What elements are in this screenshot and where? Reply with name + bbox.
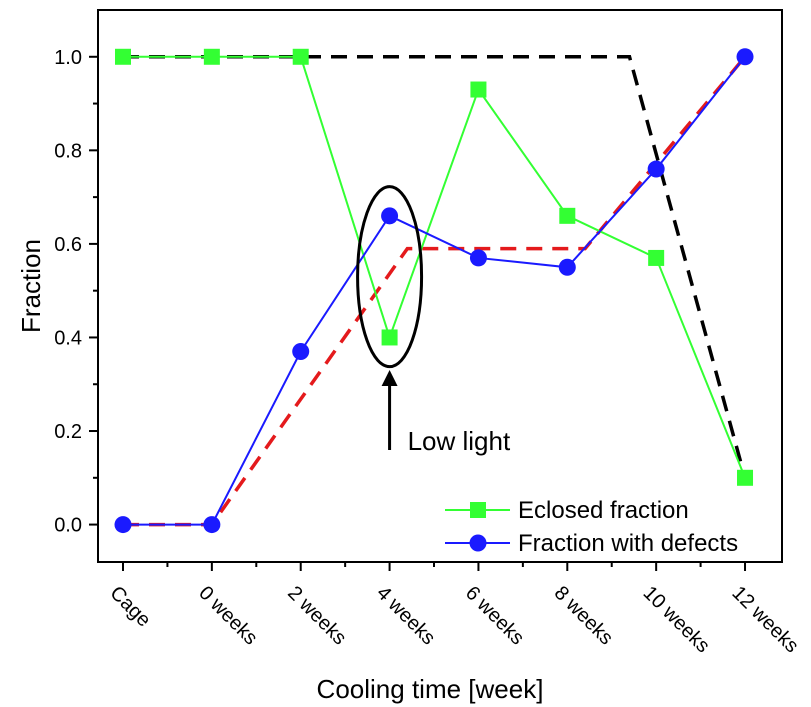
- x-tick-label: Cage: [105, 582, 154, 631]
- annotation-ellipse: [356, 185, 424, 369]
- data-point-defects: [736, 48, 754, 66]
- y-tick-label: 1.0: [54, 47, 82, 69]
- data-point-defects: [558, 258, 576, 276]
- y-tick-label: 0.2: [54, 421, 82, 443]
- data-point-defects: [647, 160, 665, 178]
- fit-line-eclosed: [123, 55, 747, 479]
- data-point-defects: [381, 207, 399, 225]
- legend-marker-defects: [469, 534, 487, 552]
- x-tick-label: 0 weeks: [194, 582, 261, 649]
- y-tick-label: 0.6: [54, 234, 82, 256]
- legend-label: Fraction with defects: [518, 530, 738, 557]
- data-point-eclosed: [292, 48, 309, 65]
- data-point-defects: [203, 516, 221, 534]
- data-point-eclosed: [381, 329, 398, 346]
- data-point-eclosed: [648, 249, 665, 266]
- x-axis-title: Cooling time [week]: [317, 674, 544, 704]
- x-tick-label: 8 weeks: [550, 582, 617, 649]
- plot-border: [97, 9, 783, 563]
- y-axis: 0.0 0.2 0.4 0.6 0.8 1.0: [54, 47, 98, 537]
- data-point-defects: [114, 516, 132, 534]
- y-axis-title: Fraction: [16, 239, 46, 333]
- x-tick-label: 2 weeks: [283, 582, 350, 649]
- series-layer: [114, 48, 754, 534]
- legend-marker-eclosed: [470, 502, 486, 518]
- series-line-1: [123, 56, 746, 526]
- legend-label: Eclosed fraction: [518, 497, 689, 524]
- data-point-eclosed: [115, 48, 131, 65]
- y-tick-label: 0.8: [54, 140, 82, 162]
- y-tick-label: 0.0: [54, 515, 82, 537]
- x-tick-label: 6 weeks: [461, 582, 528, 649]
- data-point-eclosed: [203, 48, 220, 65]
- x-tick-label: 4 weeks: [372, 582, 439, 649]
- annotation: Low light: [356, 185, 511, 456]
- data-point-defects: [292, 342, 310, 360]
- annotation-arrow-head: [381, 370, 398, 386]
- legend: Eclosed fraction Fraction with defects: [445, 497, 738, 557]
- plot-frame: [97, 9, 783, 563]
- fit-line-defects: [123, 55, 747, 527]
- data-point-defects: [469, 249, 487, 267]
- annotation-label: Low light: [408, 426, 511, 456]
- data-point-eclosed: [470, 81, 487, 98]
- data-point-eclosed: [737, 469, 754, 486]
- y-tick-label: 0.4: [54, 327, 82, 349]
- series-line-0: [123, 55, 746, 479]
- x-axis: Cage 0 weeks 2 weeks 4 weeks 6 weeks 8 weeks 1…: [105, 562, 803, 657]
- x-tick-label: 12 weeks: [727, 582, 802, 657]
- x-tick-label: 10 weeks: [639, 582, 714, 657]
- data-point-eclosed: [559, 207, 576, 224]
